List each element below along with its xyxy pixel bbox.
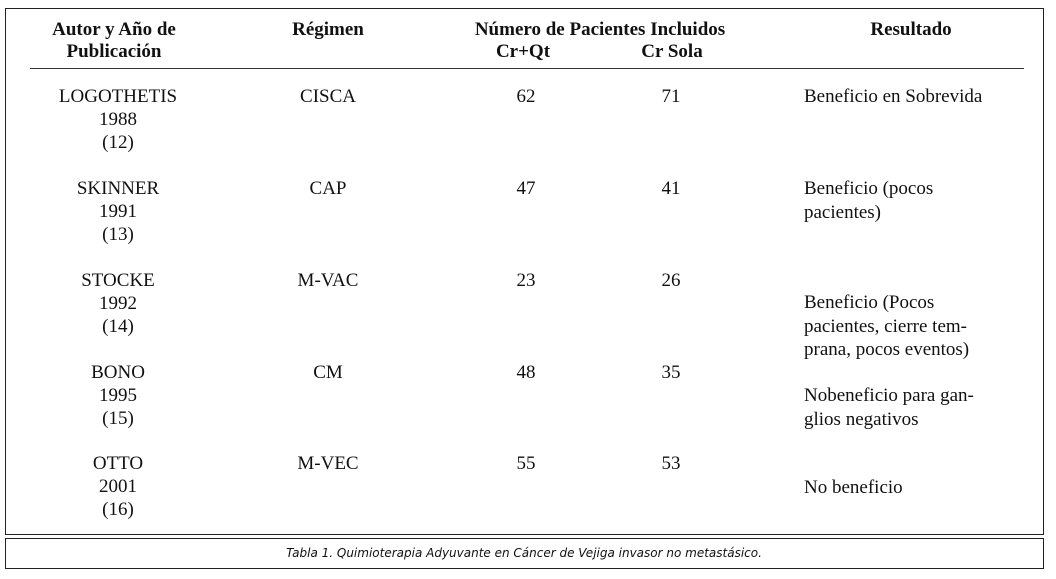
cr-qt: 23 xyxy=(516,270,536,291)
author: OTTO xyxy=(92,453,144,474)
header-regimen: Régimen xyxy=(292,19,364,40)
author: 1995 xyxy=(99,385,137,406)
author: (14) xyxy=(102,316,134,337)
result: Beneficio en Sobrevida xyxy=(804,86,983,107)
caption-frame xyxy=(5,538,1044,569)
author: (16) xyxy=(102,499,134,520)
regimen: CM xyxy=(313,362,343,383)
author: BONO xyxy=(91,362,145,383)
author: LOGOTHETIS xyxy=(58,86,178,107)
header-cr-qt: Cr+Qt xyxy=(495,41,551,62)
author: STOCKE xyxy=(81,270,155,291)
header-result: Resultado xyxy=(870,19,952,40)
cr-sola: 41 xyxy=(661,178,681,199)
author: (15) xyxy=(102,408,134,429)
result: pacientes, cierre tem- xyxy=(804,315,967,337)
header-author: Autor y Año de xyxy=(52,19,176,40)
header-patients: Número de Pacientes Incluidos xyxy=(474,19,726,40)
cr-qt: 48 xyxy=(516,362,536,383)
header-author: Publicación xyxy=(66,41,162,62)
cr-sola: 35 xyxy=(661,362,681,383)
author: (13) xyxy=(102,224,134,245)
cr-sola: 71 xyxy=(661,86,681,107)
result: Beneficio (pocos xyxy=(804,178,934,199)
cr-qt: 62 xyxy=(516,86,536,107)
result: No beneficio xyxy=(804,477,903,498)
caption: Tabla 1. Quimioterapia Adyuvante en Cánc… xyxy=(286,546,762,560)
regimen: CAP xyxy=(309,178,347,199)
author: (12) xyxy=(102,132,134,153)
cr-qt: 55 xyxy=(516,453,536,474)
result: Nobeneficio para gan- xyxy=(804,385,974,406)
header-rule xyxy=(30,68,1024,69)
table-frame xyxy=(5,8,1044,535)
result: pacientes) xyxy=(804,201,882,223)
author: 2001 xyxy=(99,476,137,497)
result: prana, pocos eventos) xyxy=(804,339,970,360)
regimen: M-VAC xyxy=(297,270,359,291)
author: 1991 xyxy=(99,201,137,222)
header-cr-sola: Cr Sola xyxy=(641,41,703,62)
result: Beneficio (Pocos xyxy=(804,292,935,313)
regimen: CISCA xyxy=(300,86,356,107)
regimen: M-VEC xyxy=(297,453,359,474)
author: 1992 xyxy=(99,293,137,314)
result: glios negativos xyxy=(804,408,919,430)
cr-sola: 26 xyxy=(661,270,681,291)
author: 1988 xyxy=(99,109,137,130)
cr-qt: 47 xyxy=(516,178,536,199)
author: SKINNER xyxy=(76,178,160,199)
cr-sola: 53 xyxy=(661,453,681,474)
